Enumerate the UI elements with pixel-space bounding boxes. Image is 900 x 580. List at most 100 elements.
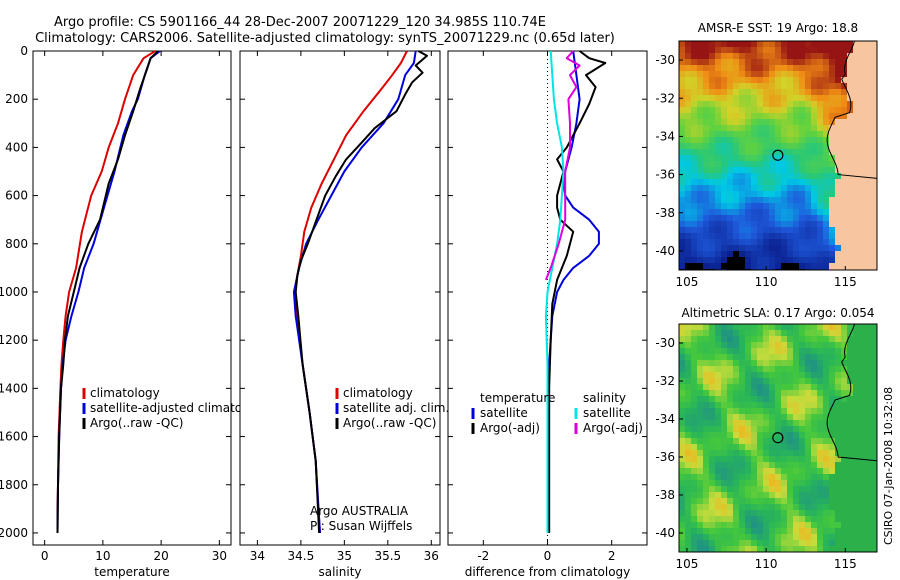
- map-cell: [841, 510, 847, 516]
- map-cell: [703, 378, 709, 384]
- map-cell: [721, 95, 727, 101]
- map-cell: [823, 209, 829, 215]
- map-cell: [811, 113, 817, 119]
- map-cell: [823, 167, 829, 173]
- map-cell: [865, 221, 871, 227]
- map-cell: [799, 125, 805, 131]
- map-cell: [829, 257, 835, 263]
- map-cell: [823, 336, 829, 342]
- map-cell: [823, 149, 829, 155]
- map-cell: [829, 354, 835, 360]
- map-cell: [811, 227, 817, 233]
- map-cell: [721, 155, 727, 161]
- map-cell: [727, 215, 733, 221]
- map-cell: [823, 131, 829, 137]
- map-cell: [775, 366, 781, 372]
- map-cell: [811, 251, 817, 257]
- map-cell: [775, 257, 781, 263]
- x-tick-label: 2: [608, 549, 616, 563]
- map-cell: [709, 474, 715, 480]
- map-cell: [811, 83, 817, 89]
- map-cell: [763, 408, 769, 414]
- map-cell: [787, 516, 793, 522]
- map-cell: [703, 47, 709, 53]
- x-tick-label: 105: [675, 275, 698, 289]
- map-cell: [865, 492, 871, 498]
- map-cell: [769, 41, 775, 47]
- map-cell: [751, 215, 757, 221]
- map-cell: [697, 245, 703, 251]
- map-cell: [691, 113, 697, 119]
- map-cell: [841, 330, 847, 336]
- map-cell: [847, 155, 853, 161]
- map-cell: [871, 203, 877, 209]
- map-cell: [715, 450, 721, 456]
- map-cell: [811, 534, 817, 540]
- map-cell: [775, 167, 781, 173]
- map-cell: [859, 89, 865, 95]
- map-cell: [709, 324, 715, 330]
- map-cell: [697, 173, 703, 179]
- map-cell: [841, 215, 847, 221]
- map-cell: [751, 191, 757, 197]
- map-cell: [847, 203, 853, 209]
- map-cell: [805, 83, 811, 89]
- map-cell: [751, 324, 757, 330]
- map-cell: [835, 209, 841, 215]
- map-cell: [781, 426, 787, 432]
- map-cell: [703, 65, 709, 71]
- map-cell: [769, 167, 775, 173]
- map-cell: [721, 191, 727, 197]
- map-cell: [739, 239, 745, 245]
- map-cell: [847, 215, 853, 221]
- map-cell: [853, 528, 859, 534]
- map-cell: [859, 402, 865, 408]
- map-cell: [787, 426, 793, 432]
- map-cell: [817, 257, 823, 263]
- map-cell: [769, 396, 775, 402]
- map-cell: [685, 354, 691, 360]
- map-cell: [847, 113, 853, 119]
- map-cell: [715, 185, 721, 191]
- map-cell: [835, 95, 841, 101]
- map-cell: [775, 143, 781, 149]
- map-cell: [829, 95, 835, 101]
- map-cell: [727, 360, 733, 366]
- map-cell: [865, 474, 871, 480]
- map-cell: [775, 215, 781, 221]
- map-cell: [829, 71, 835, 77]
- map-cell: [691, 330, 697, 336]
- map-cell: [865, 534, 871, 540]
- map-cell: [709, 534, 715, 540]
- map-cell: [853, 221, 859, 227]
- map-cell: [703, 366, 709, 372]
- map-cell: [745, 534, 751, 540]
- map-cell: [769, 233, 775, 239]
- map-cell: [685, 432, 691, 438]
- map-cell: [811, 480, 817, 486]
- map-cell: [805, 167, 811, 173]
- map-cell: [763, 414, 769, 420]
- map-cell: [811, 257, 817, 263]
- map-cell: [823, 378, 829, 384]
- map-cell: [793, 71, 799, 77]
- map-cell: [733, 366, 739, 372]
- map-cell: [703, 251, 709, 257]
- map-cell: [823, 233, 829, 239]
- map-cell: [871, 197, 877, 203]
- map-cell: [727, 462, 733, 468]
- map-cell: [697, 510, 703, 516]
- salinity-panel: 34 34.5 35 35.5 36salinityclimatologysatelli…: [239, 50, 449, 579]
- map-cell: [721, 528, 727, 534]
- map-cell: [871, 432, 877, 438]
- map-cell: [853, 426, 859, 432]
- map-cell: [811, 324, 817, 330]
- map-cell: [745, 354, 751, 360]
- map-cell: [751, 257, 757, 263]
- map-cell: [763, 191, 769, 197]
- map-cell: [715, 390, 721, 396]
- map-cell: [775, 462, 781, 468]
- map-cell: [751, 402, 757, 408]
- map-cell: [787, 522, 793, 528]
- map-cell: [817, 474, 823, 480]
